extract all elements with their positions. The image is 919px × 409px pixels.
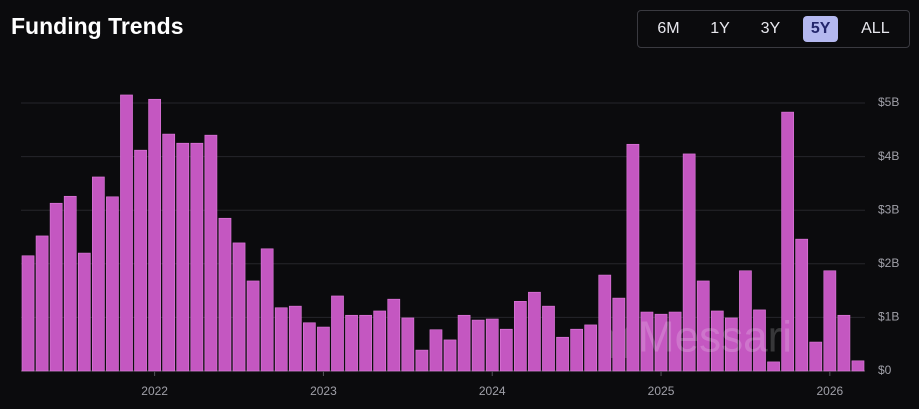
range-button[interactable]: 1Y <box>710 20 730 37</box>
bar <box>753 309 766 372</box>
bar <box>317 326 330 372</box>
bar <box>148 98 161 372</box>
bar <box>373 310 387 372</box>
bar <box>176 142 190 372</box>
bar <box>499 328 513 372</box>
bar <box>584 324 598 372</box>
bar <box>260 248 274 372</box>
bar <box>218 217 232 372</box>
bar <box>359 314 372 372</box>
bar <box>837 314 851 372</box>
bar <box>162 133 176 372</box>
bar <box>612 297 626 372</box>
x-tick-label: 2022 <box>141 384 168 398</box>
bar <box>640 311 654 372</box>
bar <box>331 295 344 372</box>
bar <box>795 238 809 372</box>
bar <box>190 142 204 372</box>
bar <box>120 94 133 372</box>
bar <box>626 143 640 372</box>
bar <box>429 329 443 372</box>
bar <box>92 176 105 372</box>
y-tick-label: $1B <box>878 310 899 324</box>
range-button[interactable]: 5Y <box>802 16 839 42</box>
range-button[interactable]: ALL <box>861 20 890 37</box>
y-tick-label: $5B <box>878 95 899 109</box>
bar <box>471 319 485 372</box>
bar <box>514 301 527 372</box>
bar <box>598 274 612 372</box>
y-tick-label: $0 <box>878 363 892 377</box>
y-tick-label: $4B <box>878 149 899 163</box>
bar <box>345 314 358 372</box>
range-button[interactable]: 3Y <box>760 20 781 37</box>
bar <box>851 360 865 372</box>
bar <box>682 153 696 372</box>
bar <box>570 328 583 372</box>
x-tick-label: 2026 <box>816 384 843 398</box>
watermark: Messari <box>638 313 792 362</box>
x-tick-label: 2025 <box>648 384 675 398</box>
bar <box>542 305 555 372</box>
bar <box>457 314 471 372</box>
bar <box>63 195 77 372</box>
bar <box>710 310 724 372</box>
bar <box>134 149 147 372</box>
range-button[interactable]: 6M <box>657 20 680 37</box>
bar <box>781 111 794 372</box>
bar <box>106 196 119 372</box>
bar <box>274 307 288 372</box>
bar <box>246 280 260 372</box>
bar <box>49 202 63 372</box>
x-tick-label: 2024 <box>479 384 506 398</box>
bar <box>696 280 710 372</box>
bar <box>232 242 246 372</box>
x-tick-label: 2023 <box>310 384 337 398</box>
bar <box>823 270 837 372</box>
y-tick-label: $2B <box>878 256 899 270</box>
bar <box>401 317 415 372</box>
bar <box>303 322 316 372</box>
bar <box>556 336 569 372</box>
bar <box>809 341 823 372</box>
bar <box>767 361 780 372</box>
bar <box>725 317 738 372</box>
bar <box>528 291 541 372</box>
bar <box>443 339 457 372</box>
bar <box>77 252 91 372</box>
bar <box>35 235 49 372</box>
bar <box>415 349 429 372</box>
range-selector: 6M 1Y 3Y 5Y ALL <box>637 10 910 48</box>
title: Funding Trends <box>11 13 184 39</box>
bar <box>288 305 302 372</box>
bar <box>387 298 401 372</box>
bar <box>204 134 218 372</box>
y-tick-label: $3B <box>878 202 899 216</box>
bar <box>668 311 682 372</box>
bar <box>21 255 35 372</box>
bar <box>485 318 499 372</box>
bar <box>739 270 752 372</box>
